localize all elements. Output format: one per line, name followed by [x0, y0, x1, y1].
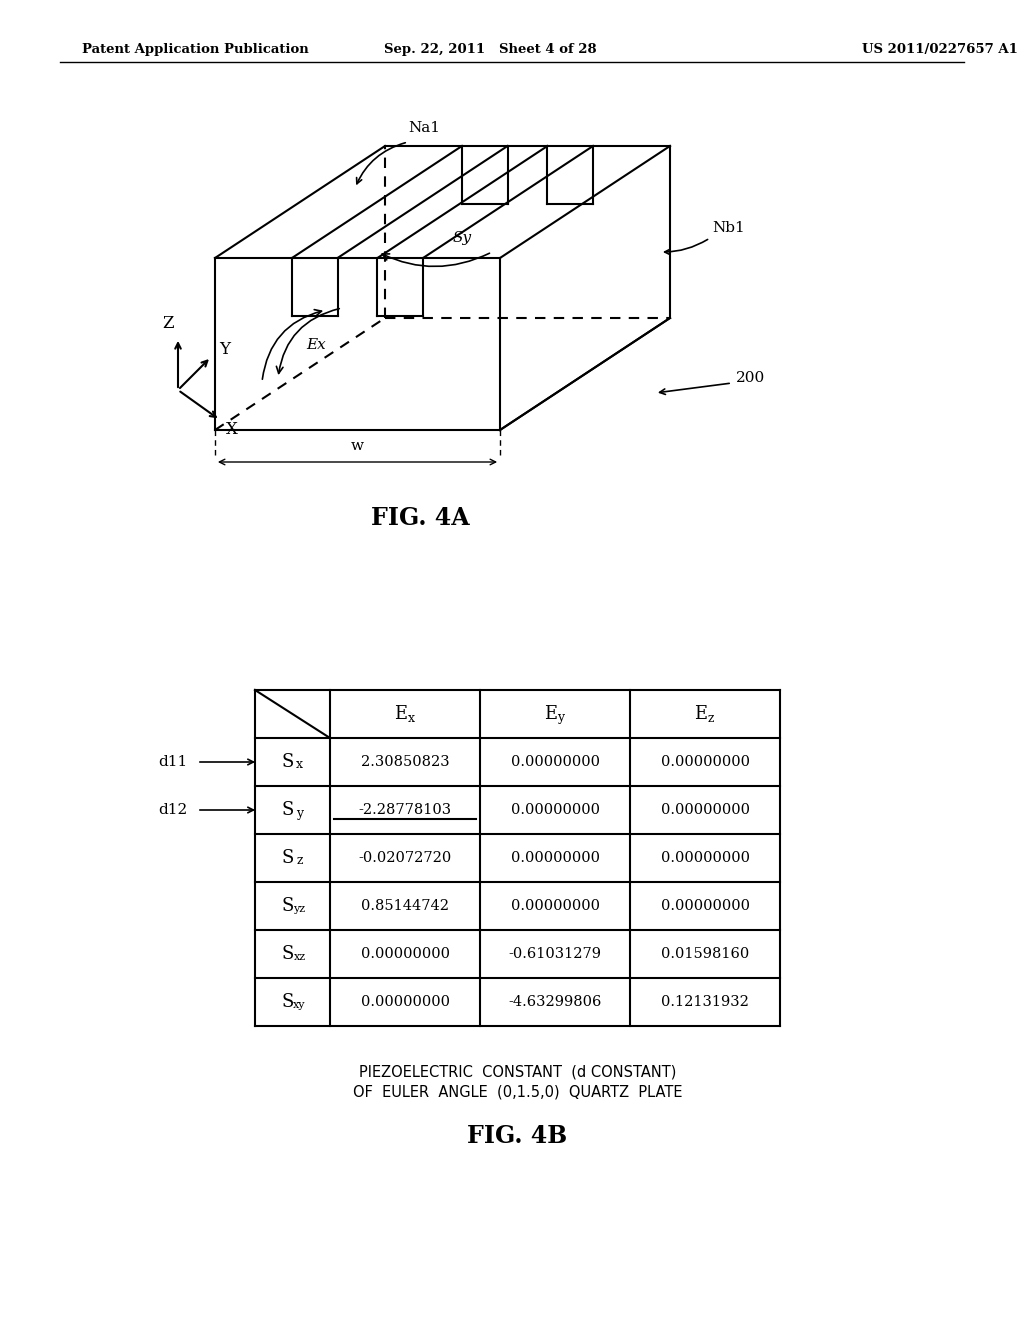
Text: -0.61031279: -0.61031279 — [509, 946, 601, 961]
Text: S: S — [282, 849, 294, 867]
Text: Patent Application Publication: Patent Application Publication — [82, 44, 309, 57]
Text: 0.85144742: 0.85144742 — [361, 899, 449, 913]
Text: Nb1: Nb1 — [712, 220, 744, 235]
Text: z: z — [708, 711, 715, 725]
Text: y: y — [296, 807, 303, 820]
Text: y: y — [557, 711, 564, 725]
Text: -4.63299806: -4.63299806 — [508, 995, 602, 1008]
Text: Sy: Sy — [453, 231, 472, 246]
Text: 0.01598160: 0.01598160 — [660, 946, 750, 961]
Text: FIG. 4A: FIG. 4A — [371, 506, 469, 531]
Text: -0.02072720: -0.02072720 — [358, 851, 452, 865]
Text: 0.00000000: 0.00000000 — [360, 995, 450, 1008]
Text: 0.00000000: 0.00000000 — [660, 755, 750, 770]
Text: xz: xz — [294, 952, 305, 962]
Text: S: S — [282, 945, 294, 964]
Text: PIEZOELECTRIC  CONSTANT  (d CONSTANT): PIEZOELECTRIC CONSTANT (d CONSTANT) — [358, 1064, 676, 1080]
Text: E: E — [394, 705, 408, 723]
Text: 200: 200 — [736, 371, 765, 385]
Text: S: S — [282, 898, 294, 915]
Text: d12: d12 — [159, 803, 187, 817]
Text: 0.00000000: 0.00000000 — [360, 946, 450, 961]
Text: Y: Y — [219, 341, 230, 358]
Text: x: x — [408, 711, 415, 725]
Text: d11: d11 — [159, 755, 187, 770]
Text: 0.00000000: 0.00000000 — [511, 755, 599, 770]
Text: Z: Z — [162, 315, 174, 333]
Text: xy: xy — [293, 1001, 306, 1010]
Text: 0.00000000: 0.00000000 — [511, 851, 599, 865]
Text: -2.28778103: -2.28778103 — [358, 803, 452, 817]
FancyArrowPatch shape — [276, 309, 339, 374]
Text: FIG. 4B: FIG. 4B — [467, 1125, 567, 1148]
Text: S: S — [282, 752, 294, 771]
Text: 0.00000000: 0.00000000 — [660, 899, 750, 913]
Text: Sep. 22, 2011   Sheet 4 of 28: Sep. 22, 2011 Sheet 4 of 28 — [384, 44, 596, 57]
Text: S: S — [282, 993, 294, 1011]
Text: 0.00000000: 0.00000000 — [511, 899, 599, 913]
FancyArrowPatch shape — [382, 253, 489, 267]
FancyArrowPatch shape — [262, 310, 322, 379]
Text: 2.30850823: 2.30850823 — [360, 755, 450, 770]
Text: 0.00000000: 0.00000000 — [660, 803, 750, 817]
Text: US 2011/0227657 A1: US 2011/0227657 A1 — [862, 44, 1018, 57]
Text: 0.00000000: 0.00000000 — [511, 803, 599, 817]
Text: S: S — [282, 801, 294, 818]
Text: E: E — [545, 705, 557, 723]
Text: x: x — [296, 759, 303, 771]
Text: Ex: Ex — [306, 338, 326, 352]
Text: E: E — [694, 705, 708, 723]
Text: 0.12131932: 0.12131932 — [662, 995, 749, 1008]
Text: z: z — [296, 854, 303, 867]
Text: w: w — [351, 440, 364, 453]
Text: yz: yz — [294, 904, 305, 913]
Text: 0.00000000: 0.00000000 — [660, 851, 750, 865]
Text: OF  EULER  ANGLE  (0,1.5,0)  QUARTZ  PLATE: OF EULER ANGLE (0,1.5,0) QUARTZ PLATE — [352, 1085, 682, 1100]
Text: X: X — [226, 421, 238, 438]
Text: Na1: Na1 — [408, 121, 440, 135]
